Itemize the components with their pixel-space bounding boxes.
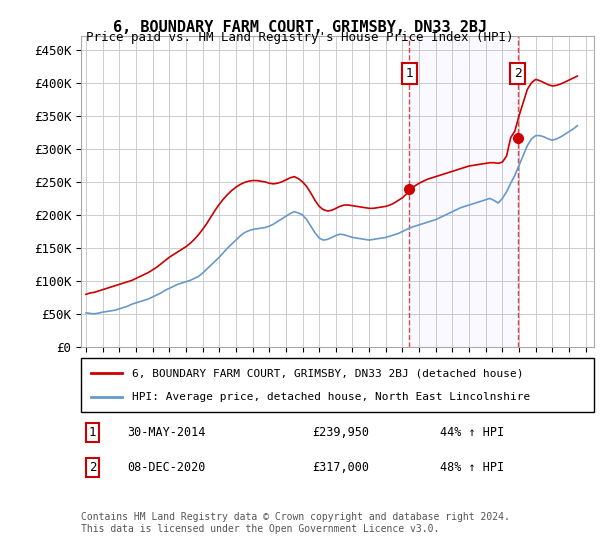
Bar [409, 36, 518, 347]
Text: Price paid vs. HM Land Registry's House Price Index (HPI): Price paid vs. HM Land Registry's House … [86, 31, 514, 44]
Text: 30-MAY-2014: 30-MAY-2014 [127, 426, 206, 439]
Text: 44% ↑ HPI: 44% ↑ HPI [440, 426, 504, 439]
Text: 08-DEC-2020: 08-DEC-2020 [127, 461, 206, 474]
Text: £239,950: £239,950 [312, 426, 369, 439]
Text: 6, BOUNDARY FARM COURT, GRIMSBY, DN33 2BJ: 6, BOUNDARY FARM COURT, GRIMSBY, DN33 2B… [113, 20, 487, 35]
Text: £317,000: £317,000 [312, 461, 369, 474]
Text: 1: 1 [89, 426, 96, 439]
FancyBboxPatch shape [81, 358, 594, 412]
Text: 48% ↑ HPI: 48% ↑ HPI [440, 461, 504, 474]
Text: 2: 2 [89, 461, 96, 474]
Text: HPI: Average price, detached house, North East Lincolnshire: HPI: Average price, detached house, Nort… [133, 391, 530, 402]
Text: 2: 2 [514, 67, 521, 80]
Text: 6, BOUNDARY FARM COURT, GRIMSBY, DN33 2BJ (detached house): 6, BOUNDARY FARM COURT, GRIMSBY, DN33 2B… [133, 368, 524, 379]
Text: Contains HM Land Registry data © Crown copyright and database right 2024.
This d: Contains HM Land Registry data © Crown c… [81, 512, 510, 534]
Text: 1: 1 [406, 67, 413, 80]
